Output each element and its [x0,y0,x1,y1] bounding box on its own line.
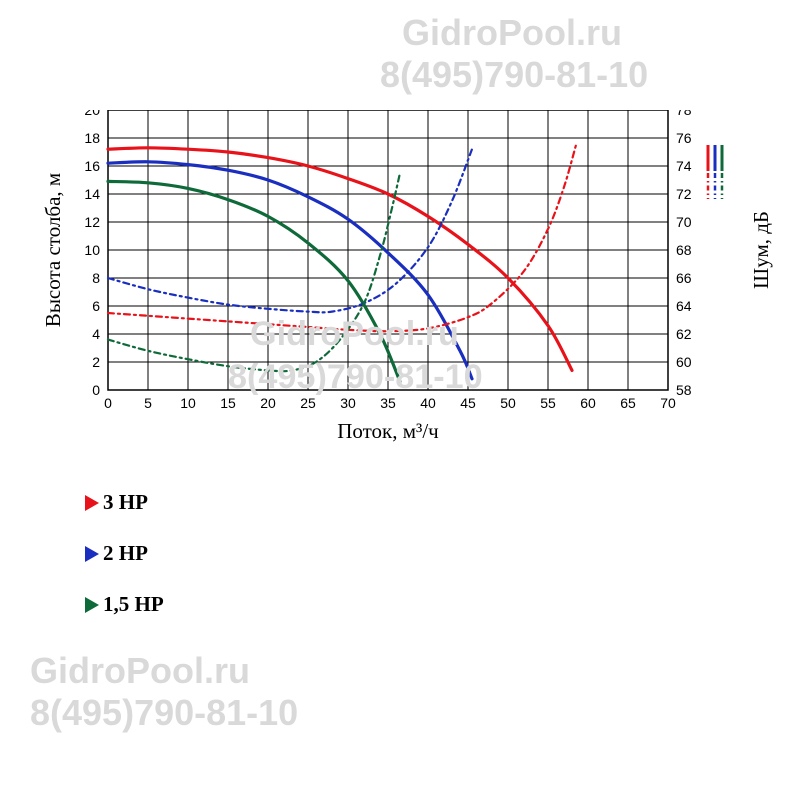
svg-text:6: 6 [92,298,100,314]
svg-text:68: 68 [676,242,692,258]
legend-label: 1,5 HP [103,592,164,617]
svg-text:60: 60 [676,354,692,370]
legend-marker-icon [85,546,99,562]
svg-text:45: 45 [460,395,476,411]
y-right-axis-label: Шум, дБ [749,211,773,289]
svg-text:5: 5 [144,395,152,411]
svg-text:4: 4 [92,326,100,342]
svg-text:2: 2 [92,354,100,370]
noise-curve [108,145,576,331]
legend-item: 1,5 HP [85,592,164,617]
svg-text:78: 78 [676,110,692,118]
y-left-axis-label: Высота столба, м [41,173,65,327]
svg-text:40: 40 [420,395,436,411]
svg-text:12: 12 [84,214,100,230]
svg-text:16: 16 [84,158,100,174]
watermark-phone: 8(495)790-81-10 [380,54,648,96]
legend-marker-icon [85,495,99,511]
svg-text:76: 76 [676,130,692,146]
svg-text:66: 66 [676,270,692,286]
head-curve [108,181,400,381]
svg-text:50: 50 [500,395,516,411]
legend-label: 3 HP [103,490,148,515]
svg-text:30: 30 [340,395,356,411]
svg-text:70: 70 [676,214,692,230]
svg-text:72: 72 [676,186,692,202]
legend-label: 2 HP [103,541,148,566]
svg-text:0: 0 [92,382,100,398]
svg-text:8: 8 [92,270,100,286]
svg-text:55: 55 [540,395,556,411]
svg-text:65: 65 [620,395,636,411]
svg-text:15: 15 [220,395,236,411]
noise-curve [108,173,400,371]
svg-text:0: 0 [104,395,112,411]
x-axis-label: Поток, м³/ч [337,419,439,443]
watermark-site: GidroPool.ru [30,650,250,692]
svg-text:10: 10 [180,395,196,411]
svg-text:25: 25 [300,395,316,411]
svg-text:58: 58 [676,382,692,398]
svg-text:20: 20 [84,110,100,118]
svg-text:10: 10 [84,242,100,258]
head-curve [108,148,572,371]
svg-text:64: 64 [676,298,692,314]
svg-text:20: 20 [260,395,276,411]
legend-item: 3 HP [85,490,164,515]
watermark-phone: 8(495)790-81-10 [30,692,298,734]
svg-text:18: 18 [84,130,100,146]
svg-text:35: 35 [380,395,396,411]
legend: 3 HP 2 HP 1,5 HP [85,490,164,643]
svg-text:14: 14 [84,186,100,202]
svg-text:70: 70 [660,395,676,411]
svg-text:60: 60 [580,395,596,411]
chart-container: 0510152025303540455055606570024681012141… [30,110,788,465]
legend-item: 2 HP [85,541,164,566]
pump-chart: 0510152025303540455055606570024681012141… [30,110,788,460]
legend-marker-icon [85,597,99,613]
svg-text:74: 74 [676,158,692,174]
watermark-site: GidroPool.ru [402,12,622,54]
svg-text:62: 62 [676,326,692,342]
